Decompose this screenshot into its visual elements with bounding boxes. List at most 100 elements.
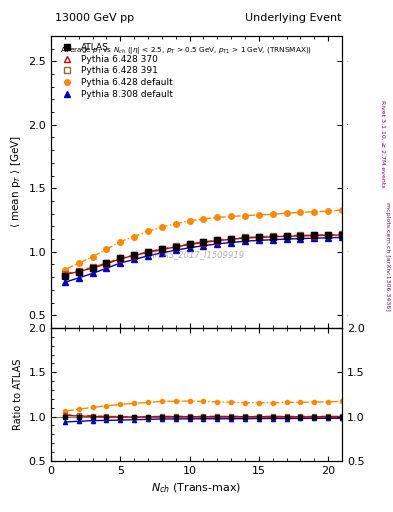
Pythia 6.428 default [118, 239, 123, 245]
Pythia 6.428 391 [284, 232, 289, 239]
Pythia 6.428 391 [312, 232, 317, 238]
Text: ATLAS_2017_I1509919: ATLAS_2017_I1509919 [149, 250, 244, 260]
Pythia 8.308 default [242, 238, 247, 244]
Pythia 8.308 default [284, 236, 289, 242]
Pythia 6.428 391 [201, 239, 206, 245]
Pythia 6.428 370 [326, 232, 331, 239]
Y-axis label: Ratio to ATLAS: Ratio to ATLAS [13, 359, 23, 430]
Pythia 6.428 391 [90, 264, 95, 270]
Pythia 6.428 391 [326, 231, 331, 238]
Pythia 6.428 default [298, 209, 303, 216]
X-axis label: $N_{ch}$ (Trans-max): $N_{ch}$ (Trans-max) [151, 481, 242, 495]
Pythia 8.308 default [257, 237, 261, 243]
Pythia 6.428 default [312, 209, 317, 215]
Pythia 8.308 default [118, 260, 123, 266]
Line: Pythia 8.308 default: Pythia 8.308 default [62, 234, 345, 285]
Pythia 6.428 default [229, 214, 233, 220]
ATLAS [215, 237, 220, 243]
Pythia 6.428 391 [257, 233, 261, 240]
Pythia 8.308 default [312, 235, 317, 241]
Pythia 6.428 391 [215, 237, 220, 243]
Pythia 6.428 default [242, 212, 247, 219]
Line: Pythia 6.428 391: Pythia 6.428 391 [62, 231, 345, 277]
Pythia 8.308 default [229, 240, 233, 246]
Pythia 6.428 370 [132, 252, 136, 259]
Pythia 6.428 391 [104, 260, 109, 266]
Pythia 6.428 default [187, 218, 192, 224]
Pythia 6.428 391 [118, 255, 123, 261]
Pythia 6.428 391 [173, 243, 178, 249]
Pythia 6.428 default [146, 228, 151, 234]
Pythia 8.308 default [270, 237, 275, 243]
ATLAS [298, 232, 303, 239]
Pythia 6.428 391 [242, 234, 247, 241]
Y-axis label: $\langle$ mean p$_T$ $\rangle$ [GeV]: $\langle$ mean p$_T$ $\rangle$ [GeV] [9, 136, 23, 228]
Pythia 6.428 default [201, 216, 206, 222]
ATLAS [90, 265, 95, 271]
Pythia 8.308 default [132, 257, 136, 263]
Pythia 8.308 default [76, 275, 81, 281]
Pythia 6.428 391 [187, 241, 192, 247]
ATLAS [173, 244, 178, 250]
Pythia 6.428 370 [215, 238, 220, 244]
ATLAS [312, 232, 317, 239]
ATLAS [146, 249, 151, 255]
Pythia 6.428 default [160, 224, 164, 230]
Pythia 6.428 391 [132, 252, 136, 258]
Pythia 6.428 default [76, 260, 81, 266]
Pythia 8.308 default [187, 245, 192, 251]
ATLAS [340, 231, 344, 238]
Pythia 6.428 370 [76, 268, 81, 274]
Pythia 6.428 default [270, 211, 275, 218]
Pythia 6.428 370 [257, 234, 261, 241]
Pythia 8.308 default [340, 234, 344, 241]
Pythia 6.428 391 [270, 233, 275, 239]
Pythia 6.428 default [62, 266, 67, 272]
Text: Rivet 3.1.10, ≥ 2.7M events: Rivet 3.1.10, ≥ 2.7M events [381, 99, 386, 187]
Pythia 6.428 370 [187, 241, 192, 247]
ATLAS [104, 260, 109, 266]
Pythia 6.428 391 [62, 271, 67, 277]
Pythia 6.428 370 [312, 232, 317, 239]
Pythia 6.428 default [215, 215, 220, 221]
Text: Underlying Event: Underlying Event [245, 13, 342, 23]
Pythia 8.308 default [201, 243, 206, 249]
Pythia 6.428 370 [160, 246, 164, 252]
Pythia 6.428 370 [298, 233, 303, 239]
Pythia 6.428 370 [201, 240, 206, 246]
Pythia 8.308 default [146, 253, 151, 259]
Pythia 8.308 default [298, 236, 303, 242]
ATLAS [201, 239, 206, 245]
Pythia 6.428 391 [76, 267, 81, 273]
Pythia 6.428 391 [160, 246, 164, 252]
Pythia 8.308 default [173, 247, 178, 253]
Pythia 6.428 default [132, 233, 136, 240]
ATLAS [76, 269, 81, 275]
Pythia 6.428 370 [173, 244, 178, 250]
Pythia 6.428 370 [270, 233, 275, 240]
Legend: ATLAS, Pythia 6.428 370, Pythia 6.428 391, Pythia 6.428 default, Pythia 8.308 de: ATLAS, Pythia 6.428 370, Pythia 6.428 39… [55, 40, 176, 101]
Pythia 8.308 default [215, 241, 220, 247]
Pythia 6.428 370 [62, 271, 67, 278]
ATLAS [270, 233, 275, 240]
Line: Pythia 6.428 default: Pythia 6.428 default [62, 207, 345, 272]
Pythia 6.428 370 [104, 261, 109, 267]
Pythia 8.308 default [104, 265, 109, 271]
Pythia 6.428 370 [90, 265, 95, 271]
ATLAS [132, 252, 136, 258]
Text: Average $p_T$ vs $N_{ch}$ ($|\eta|$ < 2.5, $p_T$ > 0.5 GeV, $p_{T1}$ > 1 GeV, (T: Average $p_T$ vs $N_{ch}$ ($|\eta|$ < 2.… [60, 45, 312, 56]
Pythia 6.428 default [104, 246, 109, 252]
ATLAS [229, 236, 233, 242]
Pythia 8.308 default [160, 250, 164, 256]
Text: mcplots.cern.ch [arXiv:1306.3436]: mcplots.cern.ch [arXiv:1306.3436] [385, 202, 389, 310]
Pythia 8.308 default [90, 270, 95, 276]
Pythia 6.428 default [90, 254, 95, 260]
Pythia 8.308 default [326, 234, 331, 241]
Pythia 6.428 default [257, 212, 261, 218]
Pythia 6.428 370 [284, 233, 289, 239]
ATLAS [62, 273, 67, 279]
Pythia 6.428 391 [298, 232, 303, 239]
Pythia 6.428 default [326, 208, 331, 214]
ATLAS [284, 233, 289, 239]
Pythia 6.428 370 [242, 235, 247, 241]
